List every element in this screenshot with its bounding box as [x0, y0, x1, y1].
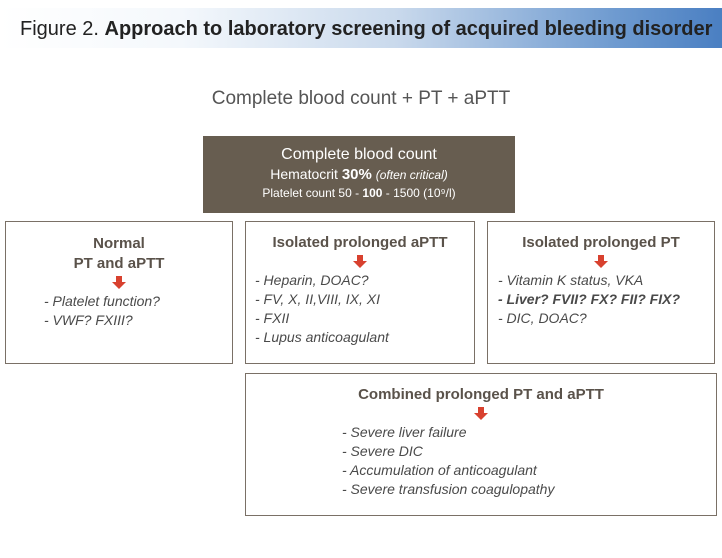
- diagram-top-title: Complete blood count + PT + aPTT: [211, 88, 511, 109]
- normal-box: Normal PT and aPTT - Platelet function? …: [5, 221, 233, 364]
- figure-banner: Figure 2. Approach to laboratory screeni…: [0, 8, 722, 48]
- pt-items: - Vitamin K status, VKA - Liver? FVII? F…: [488, 271, 714, 328]
- normal-items: - Platelet function? - VWF? FXIII?: [6, 292, 232, 330]
- platelet-label: Platelet count 50 -: [262, 186, 363, 200]
- normal-title-line1: Normal: [93, 235, 145, 252]
- list-item: - Accumulation of anticoagulant: [342, 462, 537, 478]
- combined-title: Combined prolonged PT and aPTT: [358, 386, 604, 403]
- down-arrow-icon: [112, 276, 126, 290]
- down-arrow-icon: [474, 407, 488, 421]
- aptt-title: Isolated prolonged aPTT: [272, 234, 448, 251]
- hematocrit-note: (often critical): [375, 168, 448, 182]
- list-item: - VWF? FXIII?: [44, 312, 133, 328]
- combined-items: - Severe liver failure - Severe DIC - Ac…: [246, 423, 716, 499]
- list-item: - Heparin, DOAC?: [255, 272, 369, 288]
- platelet-mid: 100: [362, 186, 383, 200]
- normal-title-line2: PT and aPTT: [73, 255, 165, 272]
- list-item: - Lupus anticoagulant: [255, 329, 389, 345]
- cbc-box: Complete blood count Hematocrit 30% (oft…: [203, 136, 515, 213]
- aptt-box: Isolated prolonged aPTT - Heparin, DOAC?…: [245, 221, 475, 364]
- list-item: - FXII: [255, 310, 290, 326]
- hematocrit-label: Hematocrit: [270, 166, 338, 182]
- list-item: - Platelet function?: [44, 293, 160, 309]
- list-item: - Severe DIC: [342, 443, 423, 459]
- aptt-items: - Heparin, DOAC? - FV, X, II,VIII, IX, X…: [246, 271, 474, 347]
- list-item: - Severe liver failure: [342, 424, 467, 440]
- cbc-platelets: Platelet count 50 - 100 - 1500 (10⁹/l): [203, 184, 515, 202]
- list-item: - DIC, DOAC?: [498, 310, 587, 326]
- down-arrow-icon: [594, 255, 608, 269]
- list-item: - FV, X, II,VIII, IX, XI: [255, 291, 380, 307]
- list-item: - Vitamin K status, VKA: [498, 272, 644, 288]
- cbc-title: Complete blood count: [281, 146, 437, 163]
- combined-box: Combined prolonged PT and aPTT - Severe …: [245, 373, 717, 516]
- figure-label: Figure 2.: [20, 18, 99, 40]
- hematocrit-value: 30%: [341, 166, 372, 183]
- normal-title: Normal PT and aPTT: [6, 234, 232, 274]
- cbc-hematocrit: Hematocrit 30% (often critical): [203, 165, 515, 184]
- list-item: - Severe transfusion coagulopathy: [342, 481, 555, 497]
- figure-title: Approach to laboratory screening of acqu…: [104, 18, 713, 40]
- pt-box: Isolated prolonged PT - Vitamin K status…: [487, 221, 715, 364]
- platelet-rest: - 1500 (10⁹/l): [382, 186, 456, 200]
- list-item: - Liver? FVII? FX? FII? FIX?: [498, 291, 680, 307]
- pt-title: Isolated prolonged PT: [522, 234, 680, 251]
- figure-caption: Figure 2. Approach to laboratory screeni…: [20, 18, 712, 41]
- down-arrow-icon: [353, 255, 367, 269]
